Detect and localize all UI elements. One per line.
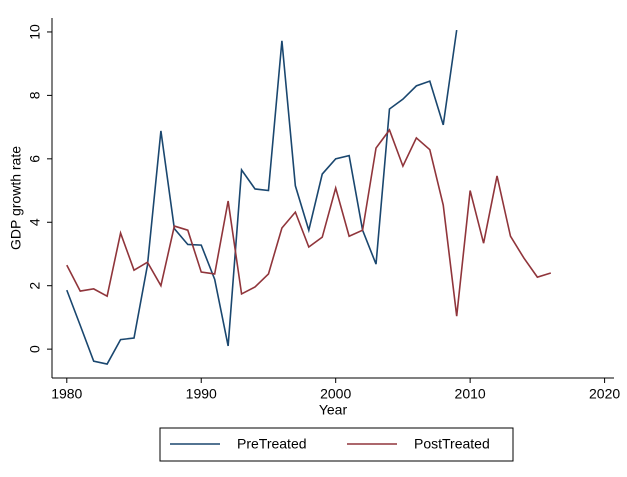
x-tick-label: 2010 [455,386,486,402]
series-line [66,29,458,365]
legend-label: PreTreated [237,436,307,452]
y-tick-label: 0 [27,345,43,353]
x-tick-label: 2020 [589,386,620,402]
legend-label: PostTreated [414,436,490,452]
x-tick-label: 2000 [320,386,351,402]
series-line [66,128,552,317]
y-tick-label: 8 [27,91,43,99]
y-tick-label: 2 [27,282,43,290]
x-tick-label: 1990 [186,386,217,402]
y-axis-label: GDP growth rate [8,146,24,250]
x-tick-label: 1980 [51,386,82,402]
y-tick-label: 6 [27,155,43,163]
y-tick-label: 4 [27,218,43,226]
x-axis-label: Year [319,402,348,418]
y-tick-label: 10 [27,24,43,40]
